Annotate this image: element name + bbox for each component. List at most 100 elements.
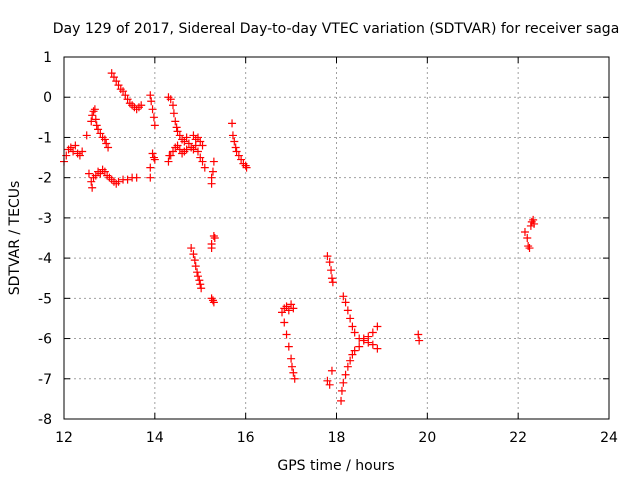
data-point [525, 244, 534, 253]
data-point [355, 342, 364, 351]
data-point [171, 117, 180, 126]
data-point [368, 328, 377, 337]
data-point [282, 330, 291, 339]
data-point [191, 262, 200, 271]
data-point [196, 137, 205, 146]
data-point [189, 131, 198, 140]
data-point [89, 107, 98, 116]
data-point [107, 69, 116, 78]
data-point [284, 306, 293, 315]
data-point [327, 266, 336, 275]
y-tick-label: -1 [38, 130, 52, 146]
data-point [148, 105, 157, 114]
data-point [175, 131, 184, 140]
y-tick-label: -2 [38, 171, 52, 187]
chart-title: Day 129 of 2017, Sidereal Day-to-day VTE… [53, 21, 620, 37]
data-point [87, 177, 96, 186]
data-point [284, 342, 293, 351]
data-point [175, 145, 184, 154]
data-point [208, 167, 217, 176]
data-point [373, 344, 382, 353]
data-point [523, 234, 532, 242]
axis-ticks: 12 14 16 18 20 22 24 1 0 -1 -2 -3 -4 -5 -6 -7 -8 [38, 50, 618, 446]
data-point [104, 143, 113, 152]
y-tick-label: 1 [43, 50, 52, 66]
data-point [173, 127, 182, 136]
y-tick-label: -8 [38, 412, 52, 428]
data-point [197, 284, 206, 293]
data-point [210, 234, 219, 242]
data-point [289, 368, 298, 377]
data-point [241, 161, 250, 170]
data-point [182, 133, 191, 142]
data-point [529, 215, 538, 224]
data-point [169, 101, 177, 110]
y-axis-label: SDTVAR / TECUs [7, 181, 23, 296]
data-point [350, 346, 359, 355]
data-point [280, 318, 289, 327]
data-point [231, 143, 240, 152]
data-point [173, 141, 182, 150]
data-point [82, 131, 91, 140]
data-point [119, 87, 128, 96]
data-point [359, 336, 368, 345]
data-point [132, 173, 141, 182]
data-point [148, 149, 157, 158]
x-tick-label: 14 [146, 430, 164, 446]
data-point [96, 129, 105, 138]
data-point [71, 141, 80, 150]
data-point [339, 292, 348, 301]
data-point [88, 111, 97, 120]
data-point [341, 370, 350, 379]
data-point [193, 147, 202, 156]
data-point [90, 105, 99, 114]
data-point [121, 91, 130, 100]
x-tick-label: 24 [600, 430, 618, 446]
y-tick-label: -5 [38, 291, 52, 307]
data-point [289, 304, 298, 313]
data-point [114, 81, 123, 90]
data-point [207, 244, 216, 253]
data-point [278, 308, 286, 317]
data-point [208, 296, 217, 305]
data-point [346, 314, 355, 323]
data-point [327, 366, 336, 375]
data-point [207, 294, 216, 303]
data-point [123, 175, 132, 184]
data-point [195, 276, 204, 285]
y-tick-label: -6 [38, 332, 52, 348]
data-point [190, 256, 199, 265]
data-point [196, 280, 205, 289]
data-point [325, 258, 334, 267]
y-tick-label: -4 [38, 251, 52, 267]
x-axis-label: GPS time / hours [277, 458, 394, 474]
data-point [373, 322, 382, 331]
data-points [60, 69, 539, 405]
data-point [146, 173, 155, 182]
data-point [102, 139, 111, 148]
data-point [91, 115, 100, 124]
data-point [191, 135, 200, 144]
data-point [368, 340, 377, 349]
data-point [287, 300, 296, 309]
data-point [337, 386, 346, 395]
data-point [169, 109, 178, 118]
data-point [242, 163, 251, 172]
data-point [150, 121, 159, 130]
data-point [166, 95, 175, 104]
data-point [209, 157, 218, 166]
data-point [343, 362, 352, 371]
data-point [88, 183, 97, 192]
data-point [524, 242, 533, 251]
data-point [112, 77, 121, 86]
data-point [290, 374, 299, 383]
data-point [137, 101, 146, 110]
data-point [187, 244, 196, 253]
data-point [200, 163, 209, 172]
data-point [287, 362, 296, 371]
data-point [346, 356, 355, 365]
x-tick-label: 22 [509, 430, 527, 446]
y-tick-label: 0 [43, 90, 52, 106]
data-point [209, 298, 218, 307]
